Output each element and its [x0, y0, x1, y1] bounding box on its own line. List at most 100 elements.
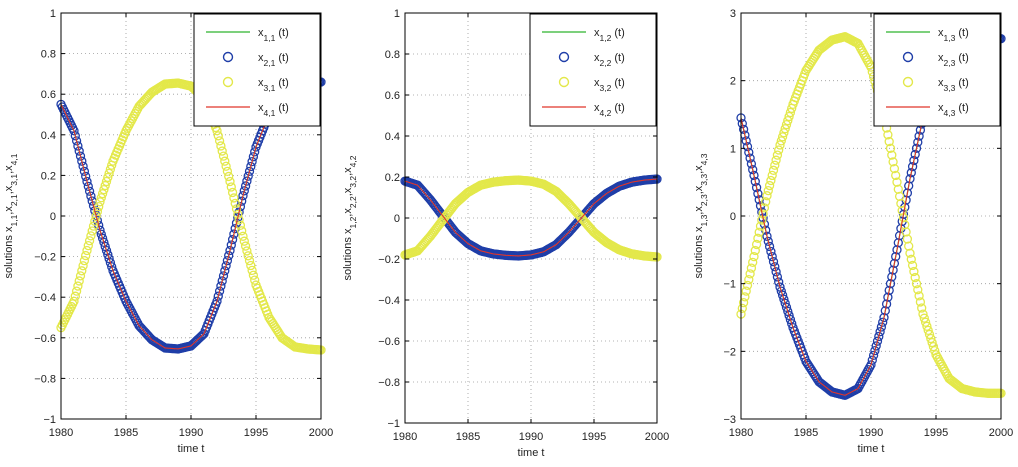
data-point [749, 251, 759, 262]
data-point [910, 272, 920, 283]
data-point [777, 290, 788, 300]
y-tick-label: 0.4 [41, 130, 56, 142]
data-point [888, 265, 898, 275]
data-point [771, 155, 781, 165]
x-tick-label: 1995 [244, 427, 268, 439]
data-point [737, 303, 747, 314]
data-point [71, 286, 82, 296]
data-point [222, 166, 233, 176]
data-point [922, 321, 932, 331]
data-point [73, 281, 83, 291]
data-point [776, 286, 786, 296]
y-tick-label: −0.6 [34, 333, 56, 345]
data-point [771, 267, 781, 277]
data-point [227, 187, 238, 198]
legend-marker [902, 51, 914, 63]
data-point [96, 193, 106, 203]
data-point [770, 262, 780, 272]
data-point [239, 236, 249, 246]
data-point [910, 149, 920, 160]
data-point [220, 156, 230, 166]
data-point [913, 285, 923, 295]
y-tick-label: 0 [394, 213, 400, 225]
data-point [748, 257, 758, 268]
data-point [79, 256, 90, 266]
data-point [91, 211, 101, 222]
y-tick-label: −1 [387, 418, 400, 430]
data-point [227, 234, 238, 245]
data-point [198, 330, 208, 340]
data-point [221, 161, 231, 171]
data-point [891, 170, 901, 181]
y-tick-label: −1 [43, 414, 56, 426]
legend-label: x2,1 (t) [258, 52, 289, 68]
data-point [217, 276, 227, 286]
y-tick-label: −0.8 [34, 373, 56, 385]
data-point [741, 286, 751, 296]
data-point [250, 275, 260, 285]
data-point [911, 279, 922, 289]
y-tick-label: −0.4 [34, 292, 56, 304]
data-point [94, 202, 104, 212]
x-tick-label: 1980 [729, 427, 753, 439]
y-axis-label: solutions x1,1,x2,1,x3,1,x4,1 [3, 153, 19, 278]
y-tick-label: 0.6 [41, 89, 56, 101]
data-point [86, 191, 96, 201]
data-point [242, 246, 252, 256]
data-point [893, 184, 903, 194]
data-point [928, 341, 939, 352]
data-point [226, 240, 236, 250]
data-point [874, 331, 884, 342]
data-point [774, 145, 784, 155]
data-point [779, 128, 789, 138]
data-point [876, 322, 887, 332]
data-point [224, 171, 234, 182]
data-point [220, 266, 230, 276]
data-point [75, 151, 86, 161]
data-point [738, 297, 749, 308]
data-point [745, 153, 755, 163]
data-point [214, 286, 225, 296]
data-point [885, 143, 896, 153]
data-point [217, 146, 227, 156]
y-tick-label: −0.8 [378, 377, 400, 389]
data-point [914, 291, 924, 301]
x-tick-label: 1990 [179, 427, 203, 439]
data-point [221, 261, 231, 271]
data-point [99, 184, 109, 195]
data-point [902, 188, 913, 198]
y-tick-label: 0.2 [385, 172, 400, 184]
data-point [883, 292, 893, 302]
data-point [96, 229, 106, 239]
data-point [239, 186, 249, 196]
data-point [867, 355, 877, 365]
data-point [738, 124, 749, 135]
data-point [783, 115, 793, 126]
data-point [781, 120, 792, 130]
data-point [878, 317, 888, 327]
data-point [880, 306, 890, 316]
series-markers-3-2 [400, 175, 662, 262]
data-point [229, 229, 239, 239]
chart-panel-3: 1980 1985 1990 1995 2000 −3 −2 −1 0 1 2 3 time t solu… [693, 8, 1013, 455]
legend: x1,1 (t) x2,1 (t) x3,1 (t) x4,1 (t) [193, 13, 321, 127]
data-point [78, 261, 88, 271]
data-point [907, 161, 918, 172]
data-point [70, 291, 80, 301]
data-point [240, 241, 251, 251]
data-point [758, 213, 768, 223]
legend-label: x3,1 (t) [258, 77, 289, 93]
data-point [909, 266, 919, 277]
data-point [893, 238, 903, 248]
data-point [913, 137, 923, 147]
data-point [78, 161, 88, 171]
data-point [101, 245, 112, 256]
chart-panel-1: 1980 1985 1990 1995 2000 −1 −0.8 −0.6 −0.4 −0.2 0 0… [3, 8, 333, 455]
data-point [84, 186, 95, 196]
x-tick-label: 2000 [309, 427, 333, 439]
data-point [248, 152, 259, 162]
data-point [901, 227, 911, 237]
x-tick-label: 1995 [924, 427, 948, 439]
